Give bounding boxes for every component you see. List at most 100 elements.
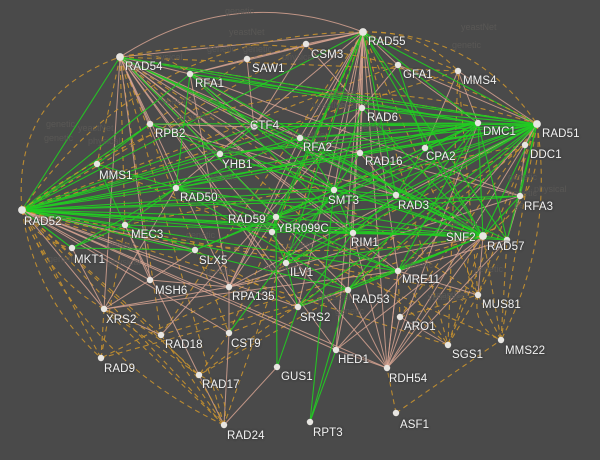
edge-type-watermark: genetic — [225, 6, 255, 16]
edge-yeastNet — [397, 123, 538, 272]
edge-yeastNet — [333, 189, 354, 234]
edge-physical — [386, 316, 401, 369]
node-cpa2[interactable] — [421, 144, 429, 152]
edge-yeastNet — [21, 163, 98, 211]
node-gus1[interactable] — [273, 363, 281, 371]
edge-yeastNet — [21, 73, 191, 211]
node-mec3[interactable] — [121, 221, 129, 229]
edge-yeastNet — [21, 209, 126, 226]
node-rad51[interactable] — [533, 120, 541, 128]
node-mkt1[interactable] — [68, 244, 76, 252]
node-smt3[interactable] — [330, 186, 338, 194]
edge-physical — [223, 332, 230, 426]
node-rfa2[interactable] — [296, 134, 304, 142]
node-rad57[interactable] — [503, 236, 511, 244]
node-yhb1[interactable] — [216, 150, 224, 158]
edge-type-watermark: yeastNet — [292, 130, 328, 140]
edge-genetic — [397, 270, 449, 346]
edge-genetic — [21, 209, 105, 310]
node-rad59[interactable] — [272, 213, 280, 221]
node-ilv1[interactable] — [282, 259, 290, 267]
edge-genetic — [21, 43, 307, 211]
edge-yeastNet — [395, 147, 426, 196]
node-mms22[interactable] — [497, 336, 505, 344]
edge-type-watermark: physical — [88, 136, 121, 146]
node-rpt3[interactable] — [306, 418, 314, 426]
edge-physical — [119, 56, 151, 281]
node-mms4[interactable] — [454, 67, 462, 75]
edge-yeastNet — [21, 209, 73, 249]
node-rad24[interactable] — [220, 421, 228, 429]
node-sgs1[interactable] — [444, 341, 452, 349]
edge-physical — [103, 286, 230, 310]
node-rad17[interactable] — [195, 371, 203, 379]
node-snf2[interactable] — [479, 232, 487, 240]
edge-type-watermark: genetic — [46, 119, 76, 129]
edge-genetic — [21, 209, 484, 252]
node-rad9[interactable] — [97, 354, 105, 362]
node-ctf4[interactable] — [250, 123, 258, 131]
edge-physical — [335, 289, 349, 351]
edge-genetic — [21, 64, 399, 211]
edge-physical — [299, 137, 521, 197]
node-slx5[interactable] — [191, 246, 199, 254]
node-gfa1[interactable] — [394, 61, 402, 69]
edge-type-watermark: genetic — [243, 44, 273, 54]
node-rad55[interactable] — [359, 28, 367, 36]
edge-physical — [103, 270, 399, 310]
edge-physical — [119, 31, 364, 58]
node-rad50[interactable] — [172, 184, 180, 192]
node-asf1[interactable] — [392, 409, 400, 417]
node-rim1[interactable] — [349, 229, 357, 237]
node-aro1[interactable] — [396, 313, 404, 321]
node-saw1[interactable] — [243, 55, 251, 63]
node-hed1[interactable] — [332, 346, 340, 354]
edge-physical — [119, 11, 364, 58]
edge-physical — [297, 31, 364, 308]
node-rad52[interactable] — [18, 206, 26, 214]
node-rpb2[interactable] — [146, 120, 154, 128]
node-dmc1[interactable] — [474, 119, 482, 127]
edge-yeastNet — [271, 231, 287, 264]
node-rad16[interactable] — [356, 149, 364, 157]
node-csm3[interactable] — [302, 40, 310, 48]
node-srs2[interactable] — [294, 303, 302, 311]
edge-physical — [335, 123, 538, 351]
node-rad6[interactable] — [358, 104, 366, 112]
node-rad53[interactable] — [344, 286, 352, 294]
node-rad18[interactable] — [157, 331, 165, 339]
node-rfa1[interactable] — [186, 70, 194, 78]
edge-yeastNet — [175, 123, 538, 189]
node-ybr099c[interactable] — [268, 228, 276, 236]
edge-yeastNet — [285, 262, 299, 308]
edge-genetic — [103, 308, 225, 426]
edge-physical — [149, 279, 230, 288]
node-mre11[interactable] — [394, 267, 402, 275]
edge-yeastNet — [21, 31, 364, 211]
node-rfa3[interactable] — [516, 192, 524, 200]
node-mus81[interactable] — [474, 291, 482, 299]
node-rad54[interactable] — [116, 53, 124, 61]
node-mms1[interactable] — [93, 160, 101, 168]
node-ddc1[interactable] — [521, 141, 529, 149]
edge-physical — [71, 247, 105, 310]
node-rad3[interactable] — [392, 191, 400, 199]
edge-yeastNet — [124, 224, 196, 251]
edge-yeastNet — [285, 189, 335, 264]
edge-yeastNet — [219, 153, 335, 191]
edge-genetic — [198, 289, 349, 376]
edge-yeastNet — [175, 137, 301, 189]
node-rdh54[interactable] — [383, 364, 391, 372]
edge-physical — [299, 31, 364, 139]
edge-type-watermark: genetic — [330, 88, 360, 98]
edge-type-watermark: genetic — [206, 266, 236, 276]
edge-yeastNet — [285, 31, 364, 264]
node-rpa135[interactable] — [225, 283, 233, 291]
node-cst9[interactable] — [225, 329, 233, 337]
edge-yeastNet — [71, 247, 196, 251]
node-msh6[interactable] — [146, 276, 154, 284]
edge-type-watermark: yeastNet — [432, 290, 468, 300]
node-xrs2[interactable] — [100, 305, 108, 313]
